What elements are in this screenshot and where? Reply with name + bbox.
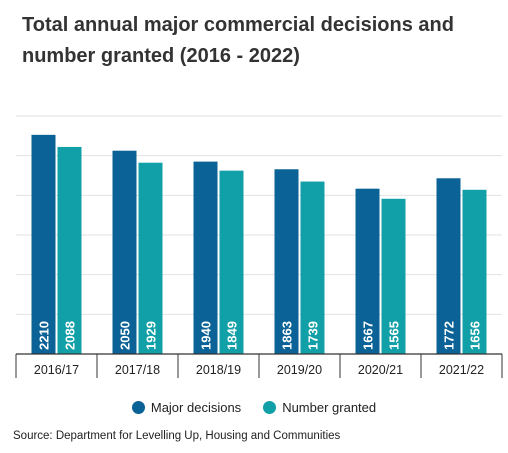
bar-major [112, 150, 137, 354]
data-label: 1849 [225, 321, 240, 350]
data-label: 1863 [280, 321, 295, 350]
data-label: 1565 [387, 321, 402, 350]
bar-major [436, 178, 461, 354]
data-label: 1772 [442, 321, 457, 350]
chart-legend: Major decisions Number granted [0, 400, 508, 415]
bar-granted [219, 170, 244, 354]
bar-granted [300, 181, 325, 354]
bar-major [355, 188, 380, 354]
bar-granted [57, 146, 82, 354]
x-tick-label: 2018/19 [196, 363, 241, 377]
data-label: 2210 [37, 321, 52, 350]
legend-label-granted: Number granted [282, 400, 377, 415]
legend-item-granted[interactable]: Number granted [263, 400, 376, 415]
bar-granted [462, 189, 487, 354]
bar-major [274, 169, 299, 354]
legend-item-major[interactable]: Major decisions [131, 400, 242, 415]
legend-dot-major [131, 401, 145, 414]
data-label: 1656 [468, 321, 483, 350]
bar-major [193, 161, 218, 354]
bar-granted [138, 162, 163, 354]
bar-major [31, 134, 56, 354]
bar-granted [381, 198, 406, 354]
data-label: 1667 [361, 321, 376, 350]
x-tick-label: 2016/17 [34, 363, 79, 377]
data-label: 2050 [118, 321, 133, 350]
data-label: 2088 [63, 321, 78, 350]
chart-title: Total annual major commercial decisions … [22, 14, 454, 67]
x-tick-label: 2020/21 [358, 363, 403, 377]
x-tick-label: 2019/20 [277, 363, 322, 377]
bar-chart: 2210 2088 2016/17 2050 1929 2017/18 1940 1849 20… [15, 115, 503, 378]
data-label: 1940 [199, 321, 214, 350]
data-label: 1739 [306, 321, 321, 350]
data-label: 1929 [144, 321, 159, 350]
x-tick-label: 2017/18 [115, 363, 160, 377]
x-tick-label: 2021/22 [439, 363, 484, 377]
legend-label-major: Major decisions [150, 400, 242, 415]
legend-dot-granted [263, 401, 277, 414]
source-note: Source: Department for Levelling Up, Hou… [13, 430, 341, 442]
